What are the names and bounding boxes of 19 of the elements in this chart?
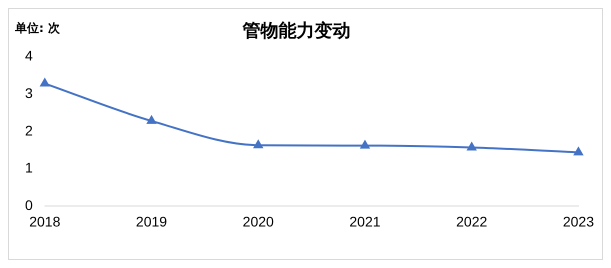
point xyxy=(40,78,50,87)
y-axis-title: 单位: 次 xyxy=(14,21,61,36)
point xyxy=(360,140,370,149)
point xyxy=(254,140,263,148)
y-tick-label: 4 xyxy=(24,47,33,64)
y-tick-label: 0 xyxy=(24,197,33,214)
y-tick-label: 3 xyxy=(24,84,33,101)
x-tick-label: 2023 xyxy=(562,213,594,230)
chart-title: 管物能力变动 xyxy=(242,20,350,42)
x-tick-label: 2020 xyxy=(242,213,274,230)
x-tick-label: 2018 xyxy=(29,213,61,230)
x-tick-label: 2021 xyxy=(349,213,381,230)
point xyxy=(147,116,156,124)
point xyxy=(467,142,476,150)
x-tick-label: 2022 xyxy=(456,213,488,230)
y-tick-label: 2 xyxy=(24,122,33,138)
x-tick-label: 2019 xyxy=(136,213,168,230)
y-tick-label: 1 xyxy=(24,160,33,176)
point xyxy=(574,147,583,156)
